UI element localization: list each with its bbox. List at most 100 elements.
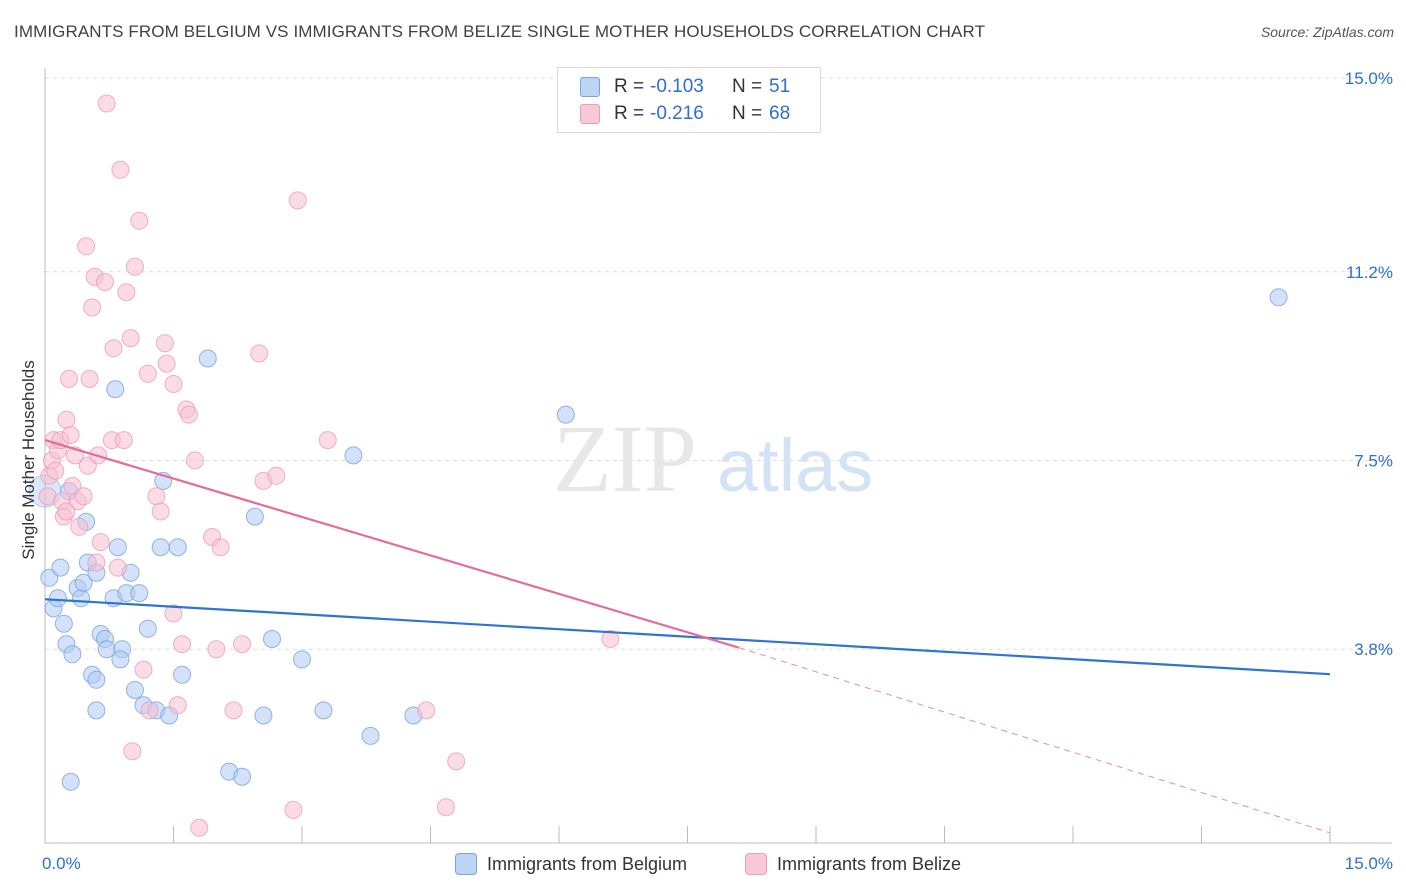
y-tick-label: 11.2% <box>1346 263 1393 282</box>
belize-point <box>61 426 80 444</box>
belize-point <box>147 487 166 506</box>
belgium-point <box>125 681 144 699</box>
belize-point <box>207 640 226 659</box>
belgium-point <box>168 538 187 557</box>
belize-point <box>173 635 192 654</box>
belgium-point <box>87 701 106 720</box>
belize-trend-extension <box>738 647 1331 834</box>
legend-r-value: -0.216 <box>650 103 704 124</box>
belize-point <box>318 431 337 450</box>
belize-point <box>125 257 144 276</box>
belize-point <box>151 502 170 521</box>
belize-point <box>114 431 133 450</box>
watermark-zip: ZIP <box>553 405 697 512</box>
belize-point <box>288 191 307 210</box>
correlation-legend: R = -0.103 N = 51 R = -0.216 N = 68 <box>557 67 821 133</box>
belize-point <box>77 237 96 256</box>
belgium-point <box>233 767 252 786</box>
legend-swatch-belize <box>580 104 600 124</box>
series-legend-belize: Immigrants from Belize <box>745 852 961 876</box>
series-label-belize: Immigrants from Belize <box>777 853 962 874</box>
belize-point <box>190 818 209 837</box>
belize-point <box>117 283 136 302</box>
series-legend-belgium: Immigrants from Belgium <box>455 852 687 876</box>
legend-r-value: -0.103 <box>650 76 704 97</box>
belize-point <box>155 334 174 353</box>
belgium-point <box>87 670 106 689</box>
legend-n-value: 68 <box>769 103 791 124</box>
legend-swatch-belgium <box>580 77 600 97</box>
series-label-belgium: Immigrants from Belgium <box>487 853 688 874</box>
belgium-trend-line <box>44 598 1331 676</box>
belize-point <box>111 160 130 179</box>
belize-point <box>157 354 176 373</box>
belgium-point <box>361 726 380 745</box>
belgium-point <box>106 380 125 399</box>
belize-point <box>168 696 187 715</box>
belgium-point <box>61 772 80 791</box>
belize-point <box>447 752 466 771</box>
belgium-point <box>293 650 311 669</box>
y-tick-label: 7.5% <box>1354 452 1393 471</box>
belgium-point <box>48 589 67 608</box>
belgium-point <box>108 538 127 557</box>
belize-point <box>57 410 76 429</box>
belgium-point <box>245 507 264 526</box>
belgium-point <box>173 665 192 684</box>
belize-point <box>57 502 76 521</box>
belgium-point <box>63 645 82 664</box>
belize-point <box>164 604 183 623</box>
x-tick-label: 0.0% <box>42 854 81 873</box>
belize-point <box>179 405 198 424</box>
belgium-point <box>344 446 363 465</box>
watermark-atlas: atlas <box>717 424 873 507</box>
legend-n-label: N = <box>732 103 763 124</box>
belize-point <box>250 344 269 363</box>
belize-point <box>104 339 123 358</box>
y-tick-label: 15.0% <box>1345 69 1393 88</box>
belize-point <box>95 273 114 291</box>
belize-point <box>70 517 89 536</box>
belgium-point <box>1269 288 1288 307</box>
belize-point <box>83 298 102 317</box>
x-tick-label: 15.0% <box>1345 854 1393 873</box>
belgium-point <box>54 614 73 633</box>
legend-r-label: R = <box>614 76 645 97</box>
belize-point <box>601 630 620 648</box>
chart-title: IMMIGRANTS FROM BELGIUM VS IMMIGRANTS FR… <box>14 22 986 41</box>
belize-point <box>74 487 93 506</box>
belize-point <box>211 538 230 557</box>
belize-point <box>46 461 65 480</box>
belgium-point <box>74 573 93 592</box>
belgium-point <box>556 405 575 424</box>
belgium-point <box>151 538 170 557</box>
belize-point <box>80 369 99 388</box>
legend-n-label: N = <box>732 76 763 97</box>
belize-point <box>233 635 252 654</box>
y-axis-title: Single Mother Households <box>19 360 38 559</box>
belgium-point <box>254 706 273 725</box>
belize-point <box>130 211 149 230</box>
belize-point <box>97 94 116 113</box>
legend-r-label: R = <box>614 103 645 124</box>
belgium-point <box>40 568 59 587</box>
belgium-point <box>71 589 90 608</box>
belgium-point <box>198 349 217 368</box>
belgium-point <box>51 558 70 577</box>
belize-point <box>91 533 110 552</box>
belize-point <box>87 553 106 572</box>
belgium-point <box>314 701 333 720</box>
belize-point <box>108 558 127 577</box>
belize-point <box>417 701 436 720</box>
belize-point <box>138 364 157 383</box>
legend-n-value: 51 <box>769 76 791 97</box>
belgium-point <box>111 650 130 669</box>
belize-point <box>185 451 204 470</box>
series-swatch-belgium <box>455 853 477 875</box>
belize-point <box>134 660 153 679</box>
belgium-point <box>130 584 149 603</box>
belize-point <box>59 369 78 388</box>
belize-point <box>267 466 286 485</box>
y-tick-label: 3.8% <box>1354 640 1393 659</box>
